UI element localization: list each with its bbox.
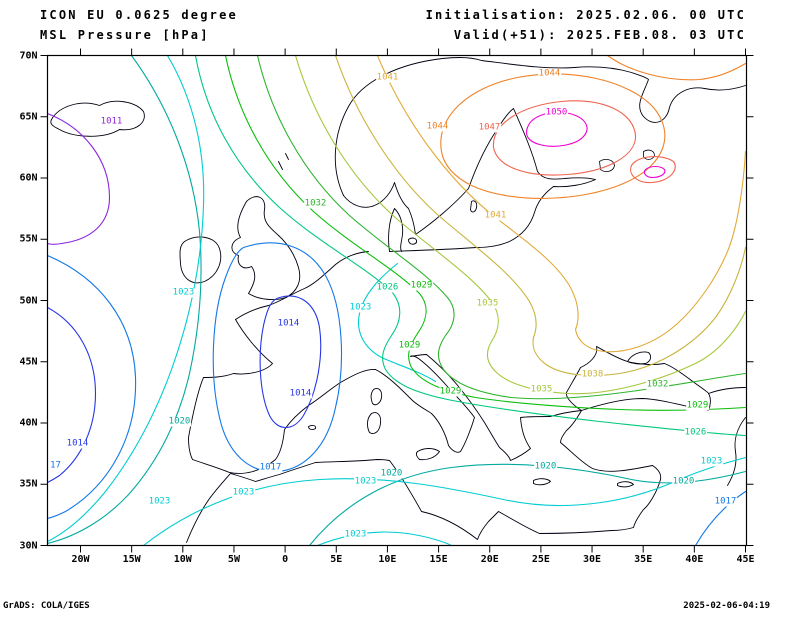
contour-label: 1029 bbox=[397, 340, 422, 350]
lon-label: 35E bbox=[634, 553, 653, 565]
init-time: Initialisation: 2025.02.06. 00 UTC bbox=[425, 8, 746, 22]
lat-label: 40N bbox=[19, 417, 38, 429]
contour-label: 1014 bbox=[276, 318, 301, 328]
lat-label: 50N bbox=[19, 295, 38, 306]
lon-label: 5E bbox=[330, 553, 343, 565]
contour-label: 1047 bbox=[477, 122, 502, 132]
contour-label: 1023 bbox=[348, 302, 373, 312]
lon-label: 45E bbox=[736, 553, 755, 565]
contour-label: 1023 bbox=[171, 287, 196, 297]
lon-label: 20W bbox=[71, 553, 90, 565]
lat-label: 45N bbox=[19, 356, 38, 368]
contour-label: 1041 bbox=[483, 210, 508, 220]
contour-label: 1029 bbox=[685, 400, 710, 410]
valid-time: Valid(+51): 2025.FEB.08. 03 UTC bbox=[453, 28, 746, 42]
contour-label: 1035 bbox=[475, 298, 500, 308]
contour-label: 1020 bbox=[533, 461, 558, 471]
grads-credit: GrADS: COLA/IGES bbox=[3, 601, 90, 611]
contour-label: 1020 bbox=[671, 476, 696, 486]
contour-label: 1023 bbox=[353, 476, 378, 486]
contour-label: 1050 bbox=[544, 107, 569, 117]
lat-label: 30N bbox=[19, 540, 38, 551]
contour-label: 1032 bbox=[645, 379, 670, 389]
contour-label: 1023 bbox=[147, 496, 172, 506]
creation-time: 2025-02-06-04:19 bbox=[683, 601, 770, 611]
coastlines-layer bbox=[50, 57, 746, 543]
contour-label: 1026 bbox=[683, 427, 708, 437]
contour-label: 1017 bbox=[713, 496, 738, 506]
lon-label: 15E bbox=[429, 553, 448, 565]
lat-label: 70N bbox=[19, 50, 38, 61]
lon-label: 20E bbox=[480, 553, 499, 565]
lat-label: 55N bbox=[19, 233, 38, 245]
contour-label: 1014 bbox=[288, 388, 313, 398]
contour-label: 1011 bbox=[99, 116, 124, 126]
contour-label: 1023 bbox=[699, 456, 724, 466]
lat-label: 60N bbox=[19, 172, 38, 184]
contour-label: 1020 bbox=[167, 416, 192, 426]
contour-label: 1038 bbox=[580, 369, 605, 379]
lat-label: 35N bbox=[19, 478, 38, 490]
lon-label: 25E bbox=[531, 553, 550, 565]
contour-label: 1044 bbox=[537, 68, 562, 78]
field-title: MSL Pressure [hPa] bbox=[40, 28, 210, 42]
contour-label: 1029 bbox=[409, 280, 434, 290]
contour-label: 1041 bbox=[375, 72, 400, 82]
lon-label: 30E bbox=[583, 553, 602, 565]
lon-label: 10W bbox=[173, 553, 192, 565]
lon-label: 10E bbox=[378, 553, 397, 565]
contour-label: 1044 bbox=[425, 121, 450, 131]
lon-label: 5W bbox=[227, 553, 240, 565]
contour-label: 1032 bbox=[303, 198, 328, 208]
map-frame bbox=[46, 54, 748, 547]
contour-label: 1017 bbox=[258, 462, 283, 472]
contour-label: 1014 bbox=[65, 438, 90, 448]
model-title: ICON EU 0.0625 degree bbox=[40, 8, 238, 22]
lat-label: 65N bbox=[19, 111, 38, 123]
contour-label: 1035 bbox=[529, 384, 554, 394]
lon-label: 15W bbox=[122, 553, 141, 565]
contour-label: 1020 bbox=[379, 468, 404, 478]
contour-label: 1023 bbox=[343, 529, 368, 539]
axis-ticks bbox=[40, 48, 754, 553]
lon-label: 0 bbox=[282, 553, 289, 565]
contour-label: 1029 bbox=[438, 386, 463, 396]
lon-label: 40E bbox=[685, 553, 704, 565]
contour-label: 1023 bbox=[231, 487, 256, 497]
contour-label: 17 bbox=[49, 460, 62, 470]
contour-label: 1026 bbox=[375, 282, 400, 292]
